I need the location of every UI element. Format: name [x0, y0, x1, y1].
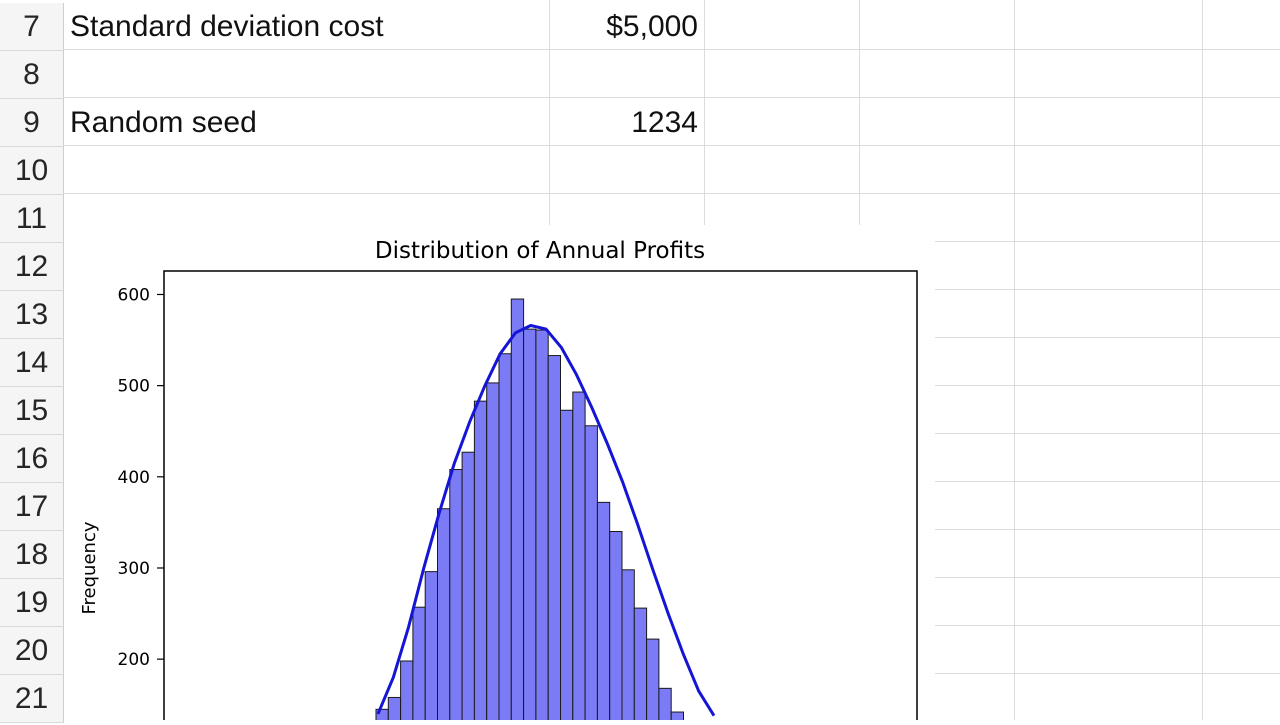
- plot-frame: [163, 270, 918, 725]
- row-header[interactable]: 10: [0, 147, 64, 195]
- column-gridline: [1202, 0, 1203, 720]
- row-header[interactable]: 15: [0, 387, 64, 435]
- cell-random-seed-label[interactable]: Random seed: [70, 106, 257, 139]
- histogram-bar: [510, 298, 525, 725]
- histogram-bar: [646, 638, 660, 725]
- chart-title: Distribution of Annual Profits: [375, 238, 705, 264]
- histogram-bar: [621, 569, 635, 725]
- histogram-chart[interactable]: Distribution of Annual Profits Frequency…: [64, 225, 935, 725]
- row-header[interactable]: 7: [0, 3, 64, 51]
- histogram-bar: [437, 508, 451, 725]
- row-header[interactable]: 13: [0, 291, 64, 339]
- row-gridline: [935, 577, 1280, 578]
- row-gridline: [935, 289, 1280, 290]
- histogram-bar: [658, 687, 672, 725]
- histogram-bar: [400, 660, 414, 725]
- row-gridline: [64, 97, 1280, 98]
- row-header[interactable]: 12: [0, 243, 64, 291]
- histogram-bar: [486, 382, 500, 725]
- cell-std-dev-cost-label[interactable]: Standard deviation cost: [70, 10, 384, 43]
- y-tick-label: 200: [118, 650, 150, 670]
- column-gridline: [704, 0, 705, 225]
- histogram-bar: [449, 469, 463, 725]
- row-header[interactable]: 14: [0, 339, 64, 387]
- y-tick-label: 500: [118, 377, 150, 397]
- histogram-bar: [535, 329, 549, 725]
- row-gridline: [935, 385, 1280, 386]
- histogram-bar: [572, 391, 586, 725]
- row-gridline: [935, 673, 1280, 674]
- cell-random-seed-value[interactable]: 1234: [631, 106, 698, 139]
- histogram-bar: [670, 711, 685, 725]
- row-header[interactable]: 9: [0, 99, 64, 147]
- histogram-bar: [498, 353, 512, 725]
- row-gridline: [64, 193, 1280, 194]
- row-gridline: [935, 337, 1280, 338]
- row-gridline: [935, 625, 1280, 626]
- histogram-bar: [609, 531, 623, 725]
- row-gridline: [64, 145, 1280, 146]
- histogram-bar: [560, 409, 574, 725]
- row-gridline: [935, 433, 1280, 434]
- kde-curve: [376, 324, 716, 717]
- histogram-bar: [387, 696, 402, 725]
- histogram-bar: [596, 501, 611, 725]
- y-tick-label: 600: [118, 285, 150, 305]
- row-header[interactable]: 20: [0, 627, 64, 675]
- row-header[interactable]: 16: [0, 435, 64, 483]
- y-tick-label: 300: [118, 559, 150, 579]
- column-gridline: [859, 0, 860, 225]
- row-header[interactable]: 19: [0, 579, 64, 627]
- histogram-svg: Distribution of Annual Profits Frequency…: [79, 238, 918, 725]
- row-header[interactable]: 18: [0, 531, 64, 579]
- histogram-bar: [547, 355, 562, 725]
- histogram-bar: [633, 607, 648, 725]
- histogram-bar: [461, 451, 475, 725]
- column-gridline: [549, 0, 550, 225]
- row-gridline: [64, 49, 1280, 50]
- y-axis-label: Frequency: [79, 521, 100, 614]
- histogram-bar: [584, 425, 598, 725]
- row-header[interactable]: 11: [0, 195, 64, 243]
- y-tick-label: 400: [118, 468, 150, 488]
- y-axis-ticks: 200 300 400 500 600: [118, 285, 164, 670]
- row-header[interactable]: 8: [0, 51, 64, 99]
- histogram-bars: [375, 298, 685, 725]
- histogram-bar: [412, 606, 426, 725]
- histogram-bar: [473, 400, 488, 725]
- row-header[interactable]: 17: [0, 483, 64, 531]
- cell-std-dev-cost-value[interactable]: $5,000: [606, 10, 698, 43]
- row-header[interactable]: 21: [0, 675, 64, 723]
- histogram-bar: [424, 571, 439, 725]
- row-gridline: [935, 481, 1280, 482]
- histogram-bar: [523, 328, 537, 725]
- column-gridline: [1014, 0, 1015, 720]
- row-gridline: [935, 529, 1280, 530]
